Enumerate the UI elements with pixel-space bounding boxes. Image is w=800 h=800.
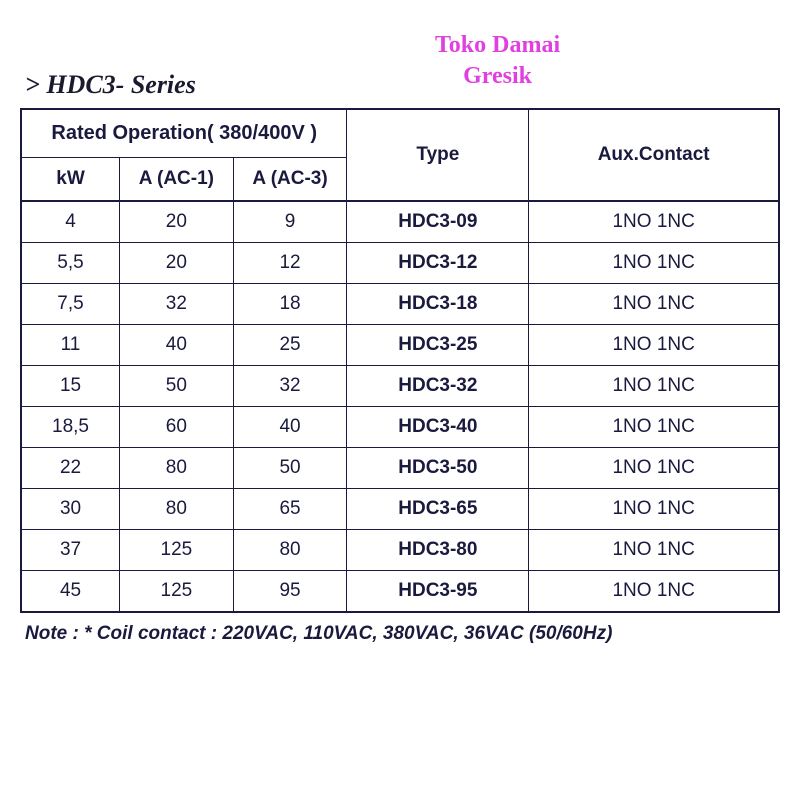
cell-ac1: 32 — [120, 284, 234, 325]
table-row: 5,52012HDC3-121NO 1NC — [21, 243, 779, 284]
header-rated-operation: Rated Operation( 380/400V ) — [21, 109, 347, 158]
cell-aux: 1NO 1NC — [529, 571, 779, 613]
cell-type: HDC3-95 — [347, 571, 529, 613]
series-title: > HDC3- Series — [25, 70, 196, 100]
cell-ac3: 65 — [233, 489, 347, 530]
cell-ac1: 40 — [120, 325, 234, 366]
cell-kw: 11 — [21, 325, 120, 366]
cell-kw: 5,5 — [21, 243, 120, 284]
cell-type: HDC3-25 — [347, 325, 529, 366]
cell-aux: 1NO 1NC — [529, 325, 779, 366]
header-kw: kW — [21, 158, 120, 202]
cell-kw: 45 — [21, 571, 120, 613]
cell-type: HDC3-50 — [347, 448, 529, 489]
cell-type: HDC3-40 — [347, 407, 529, 448]
cell-ac1: 80 — [120, 489, 234, 530]
header-region: > HDC3- Series Toko Damai Gresik — [20, 30, 780, 100]
cell-type: HDC3-09 — [347, 201, 529, 243]
cell-ac3: 9 — [233, 201, 347, 243]
cell-aux: 1NO 1NC — [529, 530, 779, 571]
cell-kw: 37 — [21, 530, 120, 571]
watermark-line1: Toko Damai — [435, 30, 560, 61]
cell-ac3: 18 — [233, 284, 347, 325]
cell-ac3: 12 — [233, 243, 347, 284]
cell-aux: 1NO 1NC — [529, 243, 779, 284]
cell-ac3: 40 — [233, 407, 347, 448]
table-row: 3712580HDC3-801NO 1NC — [21, 530, 779, 571]
table-row: 308065HDC3-651NO 1NC — [21, 489, 779, 530]
cell-type: HDC3-18 — [347, 284, 529, 325]
header-type: Type — [347, 109, 529, 201]
table-row: 4209HDC3-091NO 1NC — [21, 201, 779, 243]
cell-kw: 15 — [21, 366, 120, 407]
watermark: Toko Damai Gresik — [435, 30, 560, 92]
cell-type: HDC3-65 — [347, 489, 529, 530]
watermark-line2: Gresik — [435, 61, 560, 92]
cell-ac3: 50 — [233, 448, 347, 489]
table-row: 7,53218HDC3-181NO 1NC — [21, 284, 779, 325]
cell-ac1: 80 — [120, 448, 234, 489]
header-ac3: A (AC-3) — [233, 158, 347, 202]
cell-ac3: 25 — [233, 325, 347, 366]
cell-aux: 1NO 1NC — [529, 201, 779, 243]
cell-kw: 18,5 — [21, 407, 120, 448]
cell-ac1: 125 — [120, 571, 234, 613]
cell-ac1: 60 — [120, 407, 234, 448]
cell-ac1: 20 — [120, 243, 234, 284]
cell-type: HDC3-32 — [347, 366, 529, 407]
cell-kw: 22 — [21, 448, 120, 489]
cell-kw: 30 — [21, 489, 120, 530]
cell-aux: 1NO 1NC — [529, 284, 779, 325]
cell-type: HDC3-80 — [347, 530, 529, 571]
table-row: 155032HDC3-321NO 1NC — [21, 366, 779, 407]
cell-ac3: 32 — [233, 366, 347, 407]
cell-aux: 1NO 1NC — [529, 407, 779, 448]
cell-type: HDC3-12 — [347, 243, 529, 284]
table-row: 228050HDC3-501NO 1NC — [21, 448, 779, 489]
spec-table: Rated Operation( 380/400V ) Type Aux.Con… — [20, 108, 780, 613]
cell-kw: 7,5 — [21, 284, 120, 325]
cell-aux: 1NO 1NC — [529, 366, 779, 407]
cell-ac1: 125 — [120, 530, 234, 571]
cell-ac1: 20 — [120, 201, 234, 243]
cell-kw: 4 — [21, 201, 120, 243]
cell-ac1: 50 — [120, 366, 234, 407]
cell-aux: 1NO 1NC — [529, 448, 779, 489]
cell-ac3: 95 — [233, 571, 347, 613]
table-row: 18,56040HDC3-401NO 1NC — [21, 407, 779, 448]
footnote: Note : * Coil contact : 220VAC, 110VAC, … — [25, 623, 780, 645]
header-ac1: A (AC-1) — [120, 158, 234, 202]
header-aux: Aux.Contact — [529, 109, 779, 201]
table-row: 114025HDC3-251NO 1NC — [21, 325, 779, 366]
cell-ac3: 80 — [233, 530, 347, 571]
cell-aux: 1NO 1NC — [529, 489, 779, 530]
table-row: 4512595HDC3-951NO 1NC — [21, 571, 779, 613]
